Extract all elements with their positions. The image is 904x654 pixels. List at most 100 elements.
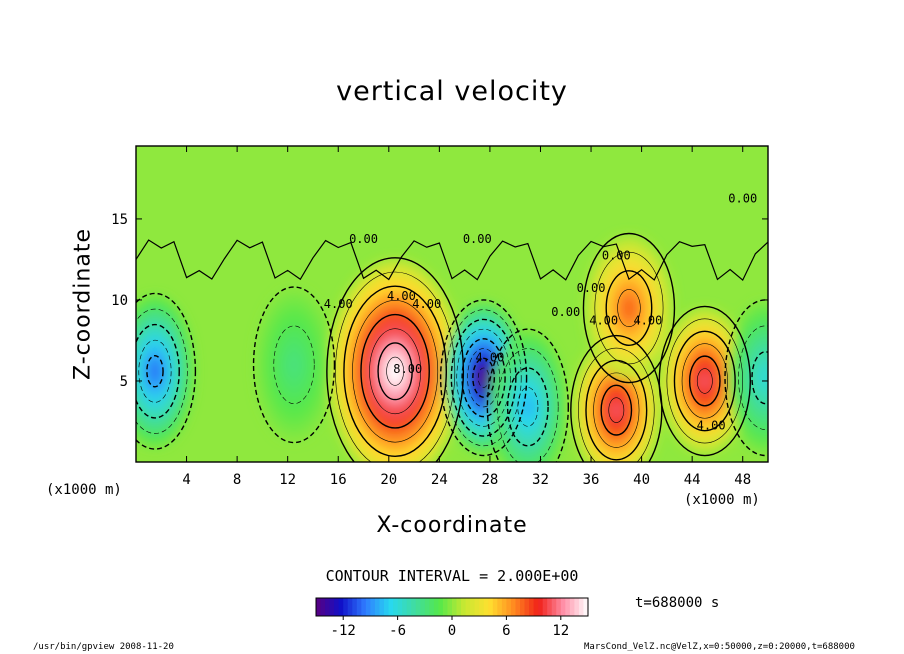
x-tick-label: 24 bbox=[431, 472, 448, 488]
contour-line bbox=[461, 338, 506, 418]
contour-line bbox=[681, 343, 728, 419]
colorbar-segment bbox=[388, 598, 394, 616]
colorbar-segment bbox=[538, 598, 544, 616]
colorbar-segment bbox=[370, 598, 376, 616]
contour-line bbox=[252, 286, 336, 444]
colorbar-segment bbox=[461, 598, 467, 616]
contour-line bbox=[582, 232, 676, 384]
colorbar-segment bbox=[343, 598, 349, 616]
contour-line bbox=[517, 387, 539, 427]
contour-line bbox=[688, 355, 721, 407]
colorbar-segment bbox=[402, 598, 408, 616]
footer-left-text: /usr/bin/gpview 2008-11-20 bbox=[33, 642, 174, 652]
x-tick-label: 28 bbox=[481, 472, 498, 488]
colorbar-segment bbox=[442, 598, 448, 616]
colorbar-segment bbox=[492, 598, 498, 616]
colorbar-segment bbox=[510, 598, 516, 616]
colorbar-segment bbox=[316, 598, 322, 616]
colorbar-segment bbox=[465, 598, 471, 616]
contour-line bbox=[273, 325, 315, 404]
contour-label: 8.00 bbox=[393, 362, 422, 376]
field-blob bbox=[760, 367, 768, 389]
contour-label: 4.00 bbox=[633, 313, 662, 327]
colorbar-tick-label: 0 bbox=[448, 623, 456, 639]
colorbar-segment bbox=[515, 598, 521, 616]
contour-line bbox=[617, 289, 641, 327]
colorbar-segment bbox=[542, 598, 548, 616]
colorbar-segment bbox=[374, 598, 380, 616]
colorbar-tick-label: -12 bbox=[331, 623, 356, 639]
contour-line bbox=[136, 323, 180, 419]
colorbar-tick-label: -6 bbox=[389, 623, 406, 639]
contour-line bbox=[335, 271, 456, 462]
contour-line bbox=[673, 330, 736, 432]
contour-line bbox=[594, 251, 664, 365]
contour-label: 0.00 bbox=[463, 232, 492, 246]
colorbar-tick-label: 6 bbox=[502, 623, 510, 639]
field-blob bbox=[149, 360, 161, 382]
x-tick-label: 36 bbox=[583, 472, 600, 488]
field-blob bbox=[385, 355, 405, 387]
colorbar-segment bbox=[578, 598, 584, 616]
contour-line bbox=[666, 318, 744, 444]
field-blob bbox=[610, 399, 623, 421]
colorbar-segment bbox=[352, 598, 358, 616]
contour-line bbox=[146, 354, 164, 388]
field-blob bbox=[288, 354, 300, 376]
colorbar-segment bbox=[361, 598, 367, 616]
contour-line bbox=[343, 285, 448, 458]
x-tick-label: 12 bbox=[279, 472, 296, 488]
colorbar-segment bbox=[565, 598, 571, 616]
contour-label: 0.00 bbox=[349, 232, 378, 246]
contour-line bbox=[497, 348, 559, 462]
field-blob bbox=[522, 396, 534, 418]
colorbar-segment bbox=[433, 598, 439, 616]
contour-line bbox=[605, 270, 653, 347]
x-tick-label: 44 bbox=[684, 472, 701, 488]
colorbar-segment bbox=[325, 598, 331, 616]
contour-line bbox=[658, 305, 752, 457]
contour-label: 0.00 bbox=[577, 281, 606, 295]
x-tick-label: 16 bbox=[330, 472, 347, 488]
footer-right-text: MarsCond_VelZ.nc@VelZ,x=0:50000,z=0:2000… bbox=[584, 642, 855, 652]
colorbar-segment bbox=[556, 598, 562, 616]
contour-line bbox=[456, 328, 511, 427]
y-tick-label: 15 bbox=[111, 212, 128, 228]
x-tick-label: 40 bbox=[633, 472, 650, 488]
x-tick-label: 48 bbox=[734, 472, 751, 488]
zero-contour bbox=[136, 239, 768, 282]
x-unit-label-left: (x1000 m) bbox=[46, 482, 122, 498]
colorbar-segment bbox=[569, 598, 575, 616]
contour-line bbox=[570, 334, 663, 462]
contour-line bbox=[467, 348, 501, 408]
contour-interval-label: CONTOUR INTERVAL = 2.000E+00 bbox=[325, 567, 579, 585]
colorbar-segment bbox=[479, 598, 485, 616]
colorbar-segment bbox=[497, 598, 503, 616]
x-tick-label: 4 bbox=[182, 472, 190, 488]
colorbar-segment bbox=[329, 598, 335, 616]
colorbar-segment bbox=[420, 598, 426, 616]
x-axis-label: X-coordinate bbox=[376, 513, 528, 538]
colorbar-segment bbox=[506, 598, 512, 616]
colorbar: -12 -6 0 6 12 bbox=[315, 597, 589, 639]
colorbar-segment bbox=[379, 598, 385, 616]
contour-line bbox=[506, 367, 549, 447]
contour-line bbox=[326, 257, 465, 462]
colorbar-segment bbox=[520, 598, 526, 616]
contour-line bbox=[138, 339, 172, 403]
colorbar-segment bbox=[347, 598, 353, 616]
contour-label: 0.00 bbox=[602, 248, 631, 262]
contour-lines bbox=[136, 232, 768, 462]
colorbar-segment bbox=[393, 598, 399, 616]
colorbar-segment bbox=[356, 598, 362, 616]
colorbar-segment bbox=[574, 598, 580, 616]
colorbar-segment bbox=[429, 598, 435, 616]
contour-label: 4.00 bbox=[412, 297, 441, 311]
colorbar-segment bbox=[338, 598, 344, 616]
colorbar-segment bbox=[547, 598, 553, 616]
colorbar-segment bbox=[406, 598, 412, 616]
x-unit-label-right: (x1000 m) bbox=[684, 492, 760, 508]
chart-title: vertical velocity bbox=[336, 76, 568, 107]
contour-line bbox=[477, 367, 490, 388]
contour-line bbox=[439, 299, 528, 457]
